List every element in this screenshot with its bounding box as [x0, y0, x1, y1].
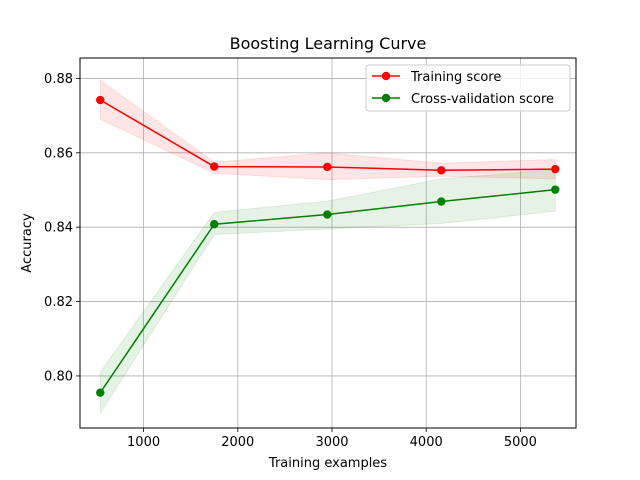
y-tick-label: 0.82: [44, 295, 73, 310]
plot-area: [79, 57, 577, 429]
x-tick-label: 1000: [127, 435, 160, 450]
y-tick-label: 0.84: [44, 221, 73, 236]
cross-validation-score-point: [437, 197, 446, 206]
training-score-point: [96, 95, 105, 105]
cross-validation-score-point: [323, 210, 332, 219]
y-tick-label: 0.88: [44, 72, 73, 87]
training-score-point: [210, 162, 219, 171]
x-axis-ticks: 1000 2000 3000 4000 5000: [127, 428, 537, 450]
cross-validation-score-point: [96, 388, 105, 397]
cross-validation-score-point: [210, 220, 219, 229]
y-tick-label: 0.86: [44, 146, 73, 161]
y-tick-label: 0.80: [44, 369, 73, 384]
training-score-point: [551, 164, 560, 174]
training-score-point: [437, 166, 446, 175]
y-axis-label: Accuracy: [20, 213, 35, 273]
cross-validation-confidence-band: [99, 169, 556, 415]
x-tick-label: 2000: [221, 435, 254, 450]
series-markers: [96, 95, 560, 397]
cross-validation-score-point: [551, 185, 560, 194]
x-tick-label: 3000: [315, 435, 348, 450]
training-score-point: [323, 162, 332, 172]
chart-title: Boosting Learning Curve: [230, 34, 427, 53]
x-axis-label: Training examples: [268, 456, 387, 471]
legend-training-marker: [381, 71, 391, 81]
legend-cv-label: Cross-validation score: [411, 92, 554, 107]
x-tick-label: 5000: [504, 435, 537, 450]
plot-background: [80, 58, 576, 428]
legend-training-label: Training score: [410, 70, 501, 85]
legend: Training score Cross-validation score: [365, 64, 571, 112]
legend-box: [365, 64, 571, 112]
legend-cv-marker: [381, 93, 391, 103]
plot-frame: [79, 57, 577, 429]
x-tick-label: 4000: [410, 435, 443, 450]
y-axis-ticks: 0.80 0.82 0.84 0.86 0.88: [44, 72, 80, 384]
